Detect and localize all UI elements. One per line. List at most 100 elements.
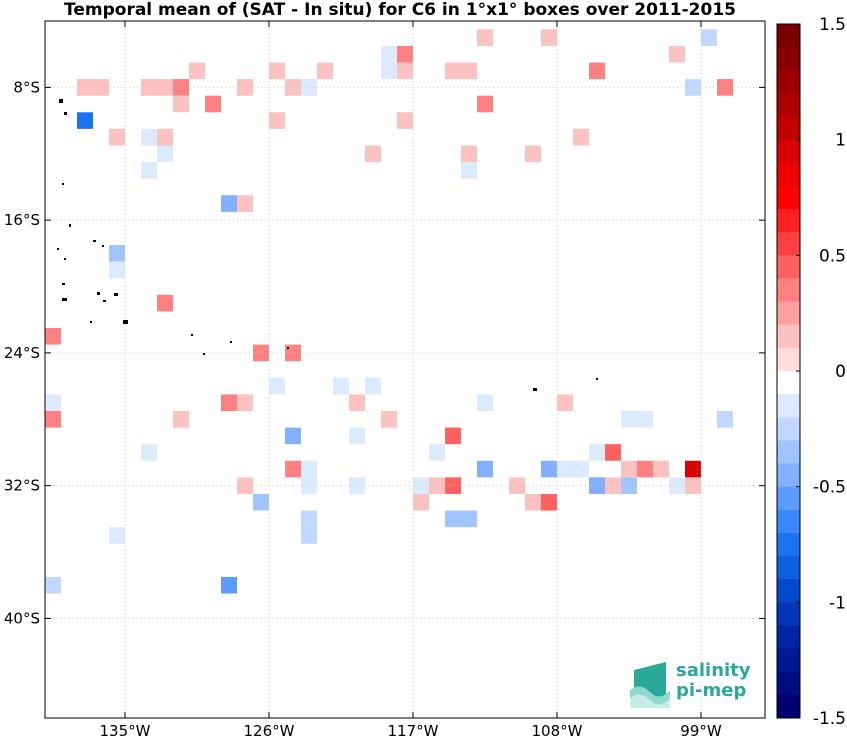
heatmap-cell [413,493,429,511]
heatmap-cell [301,527,317,544]
colorbar-tick-label: 1 [835,131,846,151]
heatmap-cell [381,410,397,428]
x-tick-label: 99°W [680,722,722,740]
island [69,224,71,227]
colorbar-segment [777,70,800,94]
heatmap-cell [301,510,317,528]
heatmap-cell [541,493,557,511]
colorbar-segment [777,301,800,326]
heatmap-cell [45,410,61,428]
heatmap-cell [45,394,61,411]
heatmap-cell [77,112,93,129]
heatmap-cell [397,62,413,80]
heatmap-cell [269,112,285,129]
heatmap-cell [109,128,125,146]
colorbar-segment [777,116,800,141]
colorbar-segment [777,371,800,395]
heatmap-cell [445,427,461,445]
heatmap-cell [301,460,317,478]
colorbar-tick-label: 0 [835,362,846,382]
colorbar-segment [777,24,800,48]
land-islands [57,99,598,391]
heatmap-cell [173,410,189,428]
island [191,334,193,336]
heatmap-cell [429,444,445,461]
chart-title: Temporal mean of (SAT - In situ) for C6 … [64,0,736,20]
heatmap-cell [365,377,381,395]
plot-frame [44,20,766,719]
island [97,292,100,295]
heatmap-cell [669,45,685,63]
heatmap-cell [445,510,461,528]
colorbar-segment [777,556,800,580]
salinity-pi-mep-logo: salinity pi-mep [628,660,758,708]
x-tick-label: 108°W [532,722,583,740]
heatmap-cell [717,410,733,428]
y-tick-label: 8°S [13,78,40,96]
heatmap-cell [477,460,493,478]
heatmap-cell [253,493,269,511]
heatmap-cell [205,95,221,113]
heatmap-cell [237,394,253,411]
heatmap-cell [397,45,413,63]
colorbar-segment [777,47,800,71]
island [64,258,66,260]
colorbar-segment [777,139,800,164]
heatmap-cell [541,460,557,478]
heatmap-cell [141,444,157,461]
island [203,353,205,355]
grid-lines [45,21,765,718]
colorbar-segment [777,440,800,465]
x-tick-label: 126°W [244,722,295,740]
colorbar-segment [777,648,800,673]
colorbar-tick-label: -1.5 [813,709,846,729]
island [62,298,67,301]
heatmap-cell [109,527,125,544]
y-axis: 8°S 16°S 24°S 32°S 40°S [4,78,765,627]
heatmap-cell [221,195,237,212]
heatmap-cell [173,95,189,113]
heatmap-cell [573,128,589,146]
heatmap-cell [45,328,61,345]
heatmap-cell [685,460,701,478]
heatmap-cell [621,460,637,478]
island [64,112,67,115]
colorbar-segment [777,486,800,511]
heatmap-cell [317,62,333,80]
heatmap-cell [573,460,589,478]
logo-waves-icon [630,662,670,708]
heatmap-cell [157,128,173,146]
island [287,347,289,349]
logo-text-salinity: salinity [676,660,751,681]
colorbar-segment [777,278,800,303]
heatmap-cell [477,95,493,113]
heatmap-cell [525,145,541,163]
island [103,300,106,302]
island [59,99,63,103]
island [114,293,118,296]
colorbar-segment [777,255,800,279]
heatmap-cell [541,29,557,46]
heatmap-cell [461,510,477,528]
heatmap-cell [109,245,125,262]
colorbar-segment [777,463,800,488]
colorbar-segment [777,625,800,650]
heatmap-cell [285,460,301,478]
colorbar-segment [777,417,800,441]
colorbar-segment [777,347,800,372]
colorbar-segment [777,93,800,118]
heatmap-cells [45,29,733,594]
heatmap-cell [445,62,461,80]
heatmap-cell [381,45,397,63]
colorbar-segment [777,324,800,349]
island [596,378,598,380]
island [102,245,104,247]
heatmap-cell [637,410,653,428]
colorbar-segment [777,209,800,233]
colorbar: 1.5 1 0.5 0 -0.5 -1 -1.5 [776,15,846,729]
heatmap-cell [157,145,173,163]
island [62,283,65,285]
heatmap-cell [381,62,397,80]
heatmap-cell [141,128,157,146]
